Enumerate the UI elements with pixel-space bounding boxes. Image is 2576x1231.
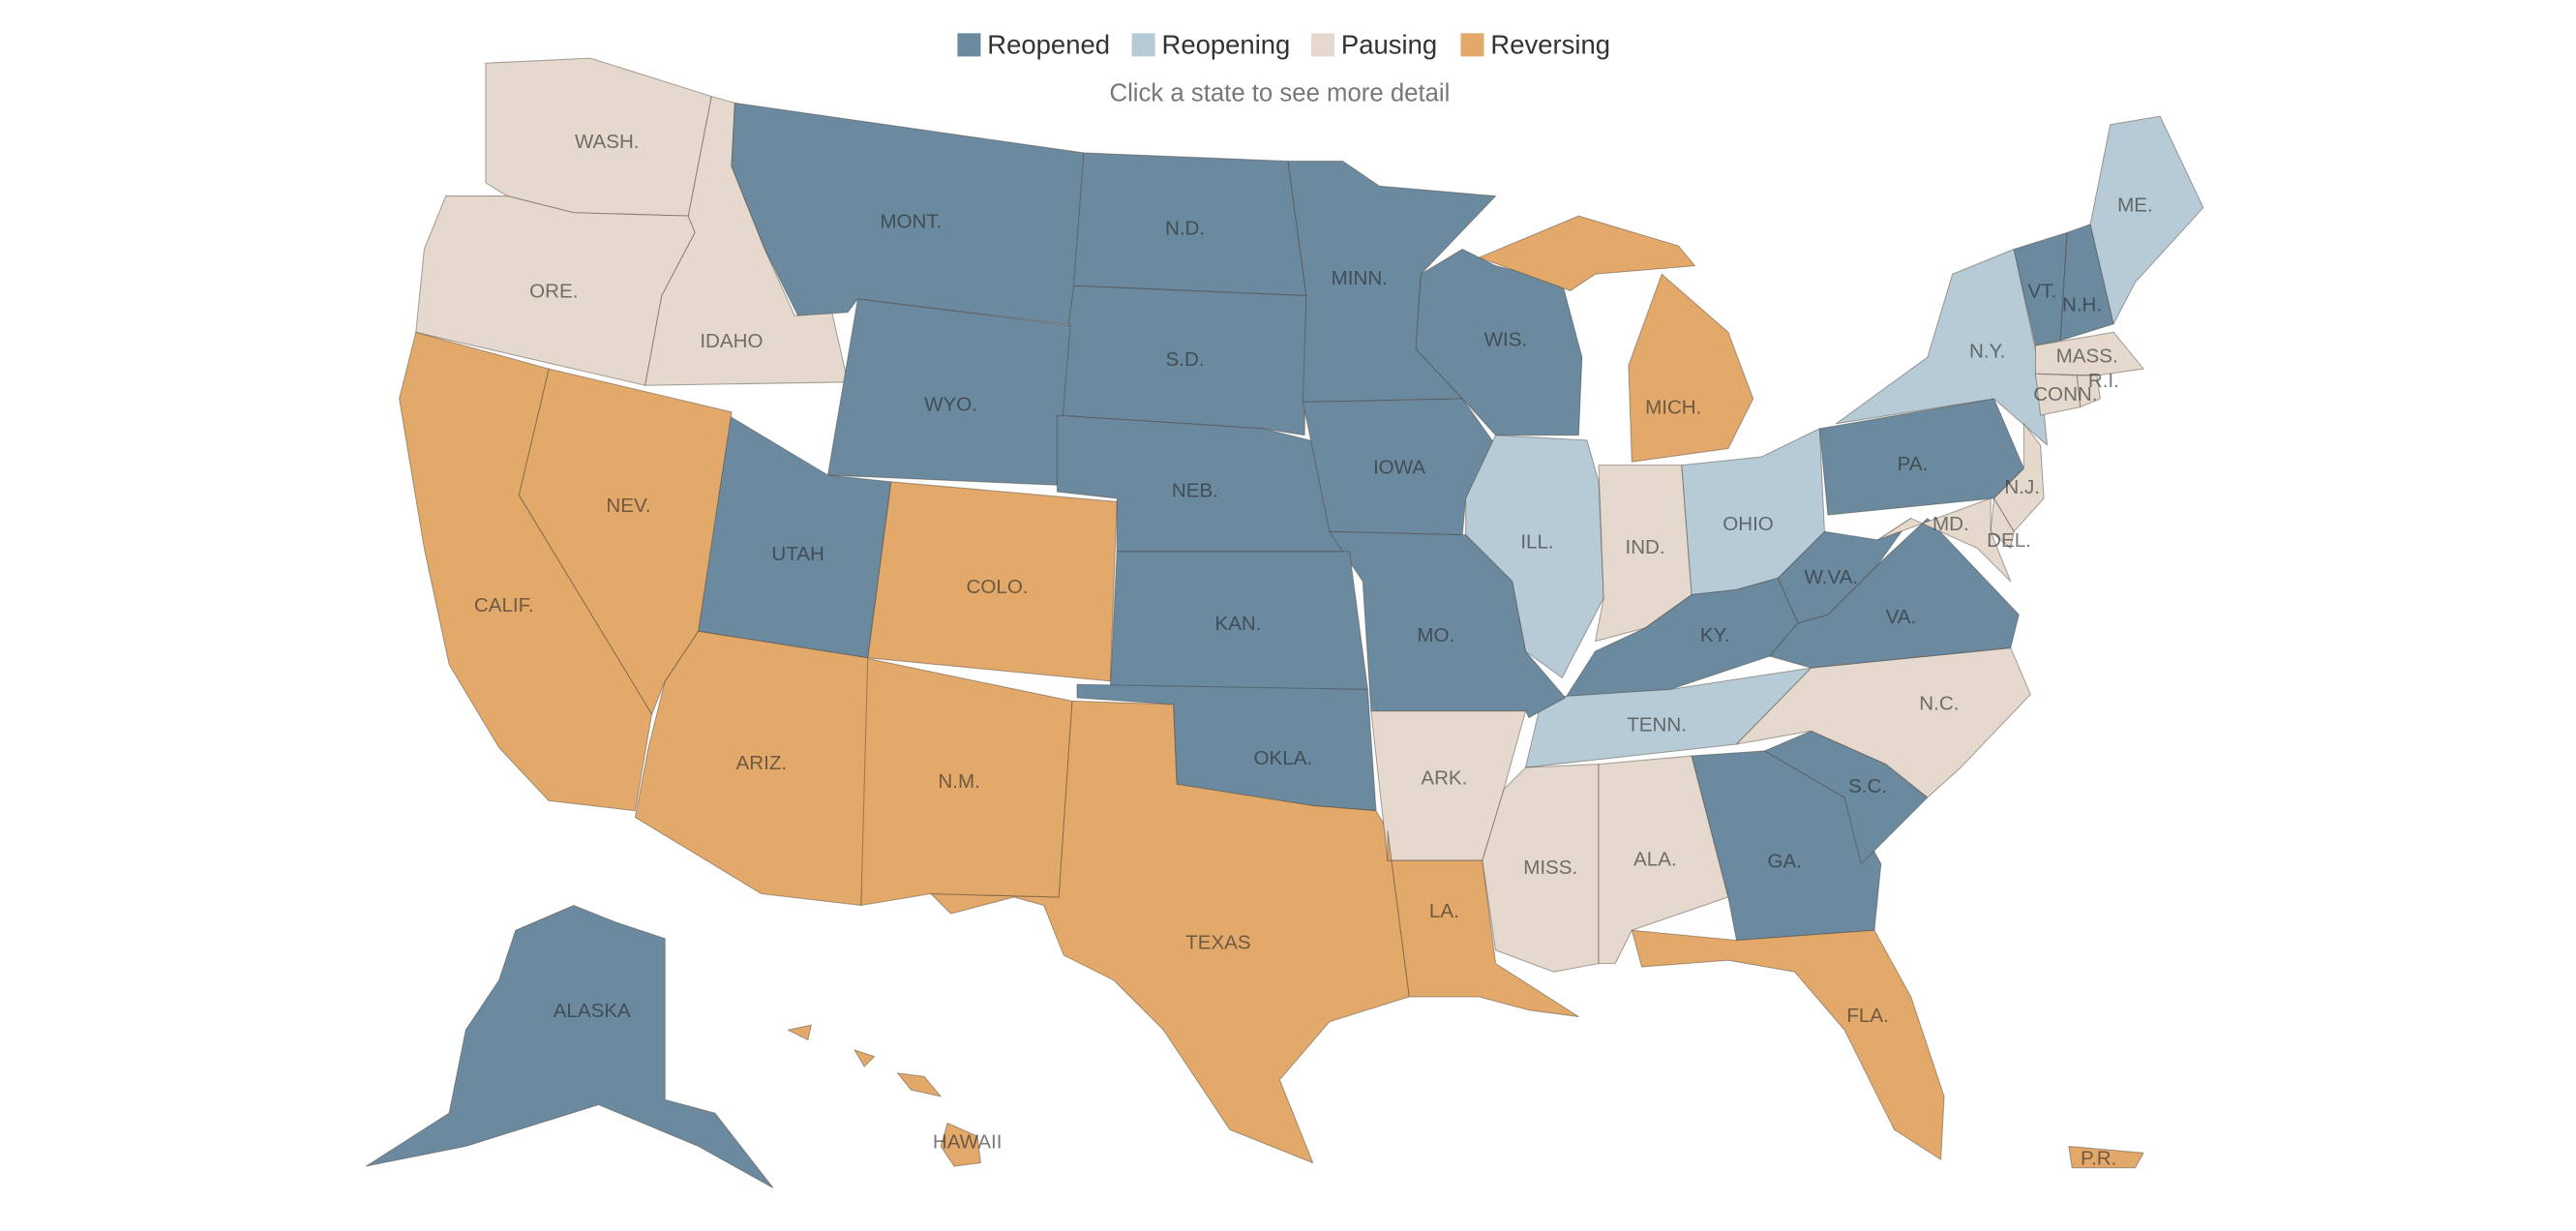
legend-label: Reversing [1490, 29, 1610, 59]
legend-label: Pausing [1341, 29, 1437, 59]
state-shape[interactable] [2089, 115, 2204, 325]
state-shape[interactable] [1876, 497, 2012, 583]
legend-swatch [957, 33, 981, 57]
state-shape[interactable] [1073, 152, 1307, 297]
state-shape[interactable] [1777, 518, 1912, 624]
state-shape[interactable] [365, 905, 774, 1188]
legend-swatch [1311, 33, 1335, 57]
state-shape[interactable] [1056, 285, 1307, 436]
state-shape[interactable] [1631, 929, 1945, 1160]
subtitle: Click a state to see more detail [1109, 80, 1450, 107]
state-shape[interactable] [399, 331, 653, 812]
state-shape[interactable] [2068, 1145, 2144, 1169]
state-shape[interactable] [1387, 829, 1579, 1018]
legend-swatch [1460, 33, 1484, 57]
state-shape[interactable] [860, 657, 1073, 907]
state-shape[interactable] [826, 298, 1071, 486]
state-shape[interactable] [930, 700, 1410, 1164]
legend-label: Reopened [987, 29, 1110, 59]
state-shape[interactable] [1990, 497, 2015, 549]
state-shape[interactable] [1465, 435, 1604, 678]
state-shape[interactable] [2076, 375, 2101, 408]
state-shape[interactable] [2034, 373, 2082, 416]
legend-label: Reopening [1162, 29, 1291, 59]
state-shape[interactable] [1769, 518, 2020, 669]
state-shape[interactable] [1329, 530, 1567, 719]
state-shape[interactable] [2034, 331, 2144, 376]
state-shape[interactable] [787, 1024, 981, 1167]
state-shape[interactable] [1478, 215, 1754, 463]
states [365, 57, 2204, 1188]
legend: Reopened Reopening Pausing Reversing [957, 29, 1610, 59]
state-shape[interactable] [485, 57, 712, 217]
state-shape[interactable] [634, 630, 869, 907]
state-shape[interactable] [867, 481, 1118, 682]
legend-swatch [1131, 33, 1155, 57]
state-shape[interactable] [1835, 248, 2049, 446]
state-shape[interactable] [1109, 551, 1368, 690]
